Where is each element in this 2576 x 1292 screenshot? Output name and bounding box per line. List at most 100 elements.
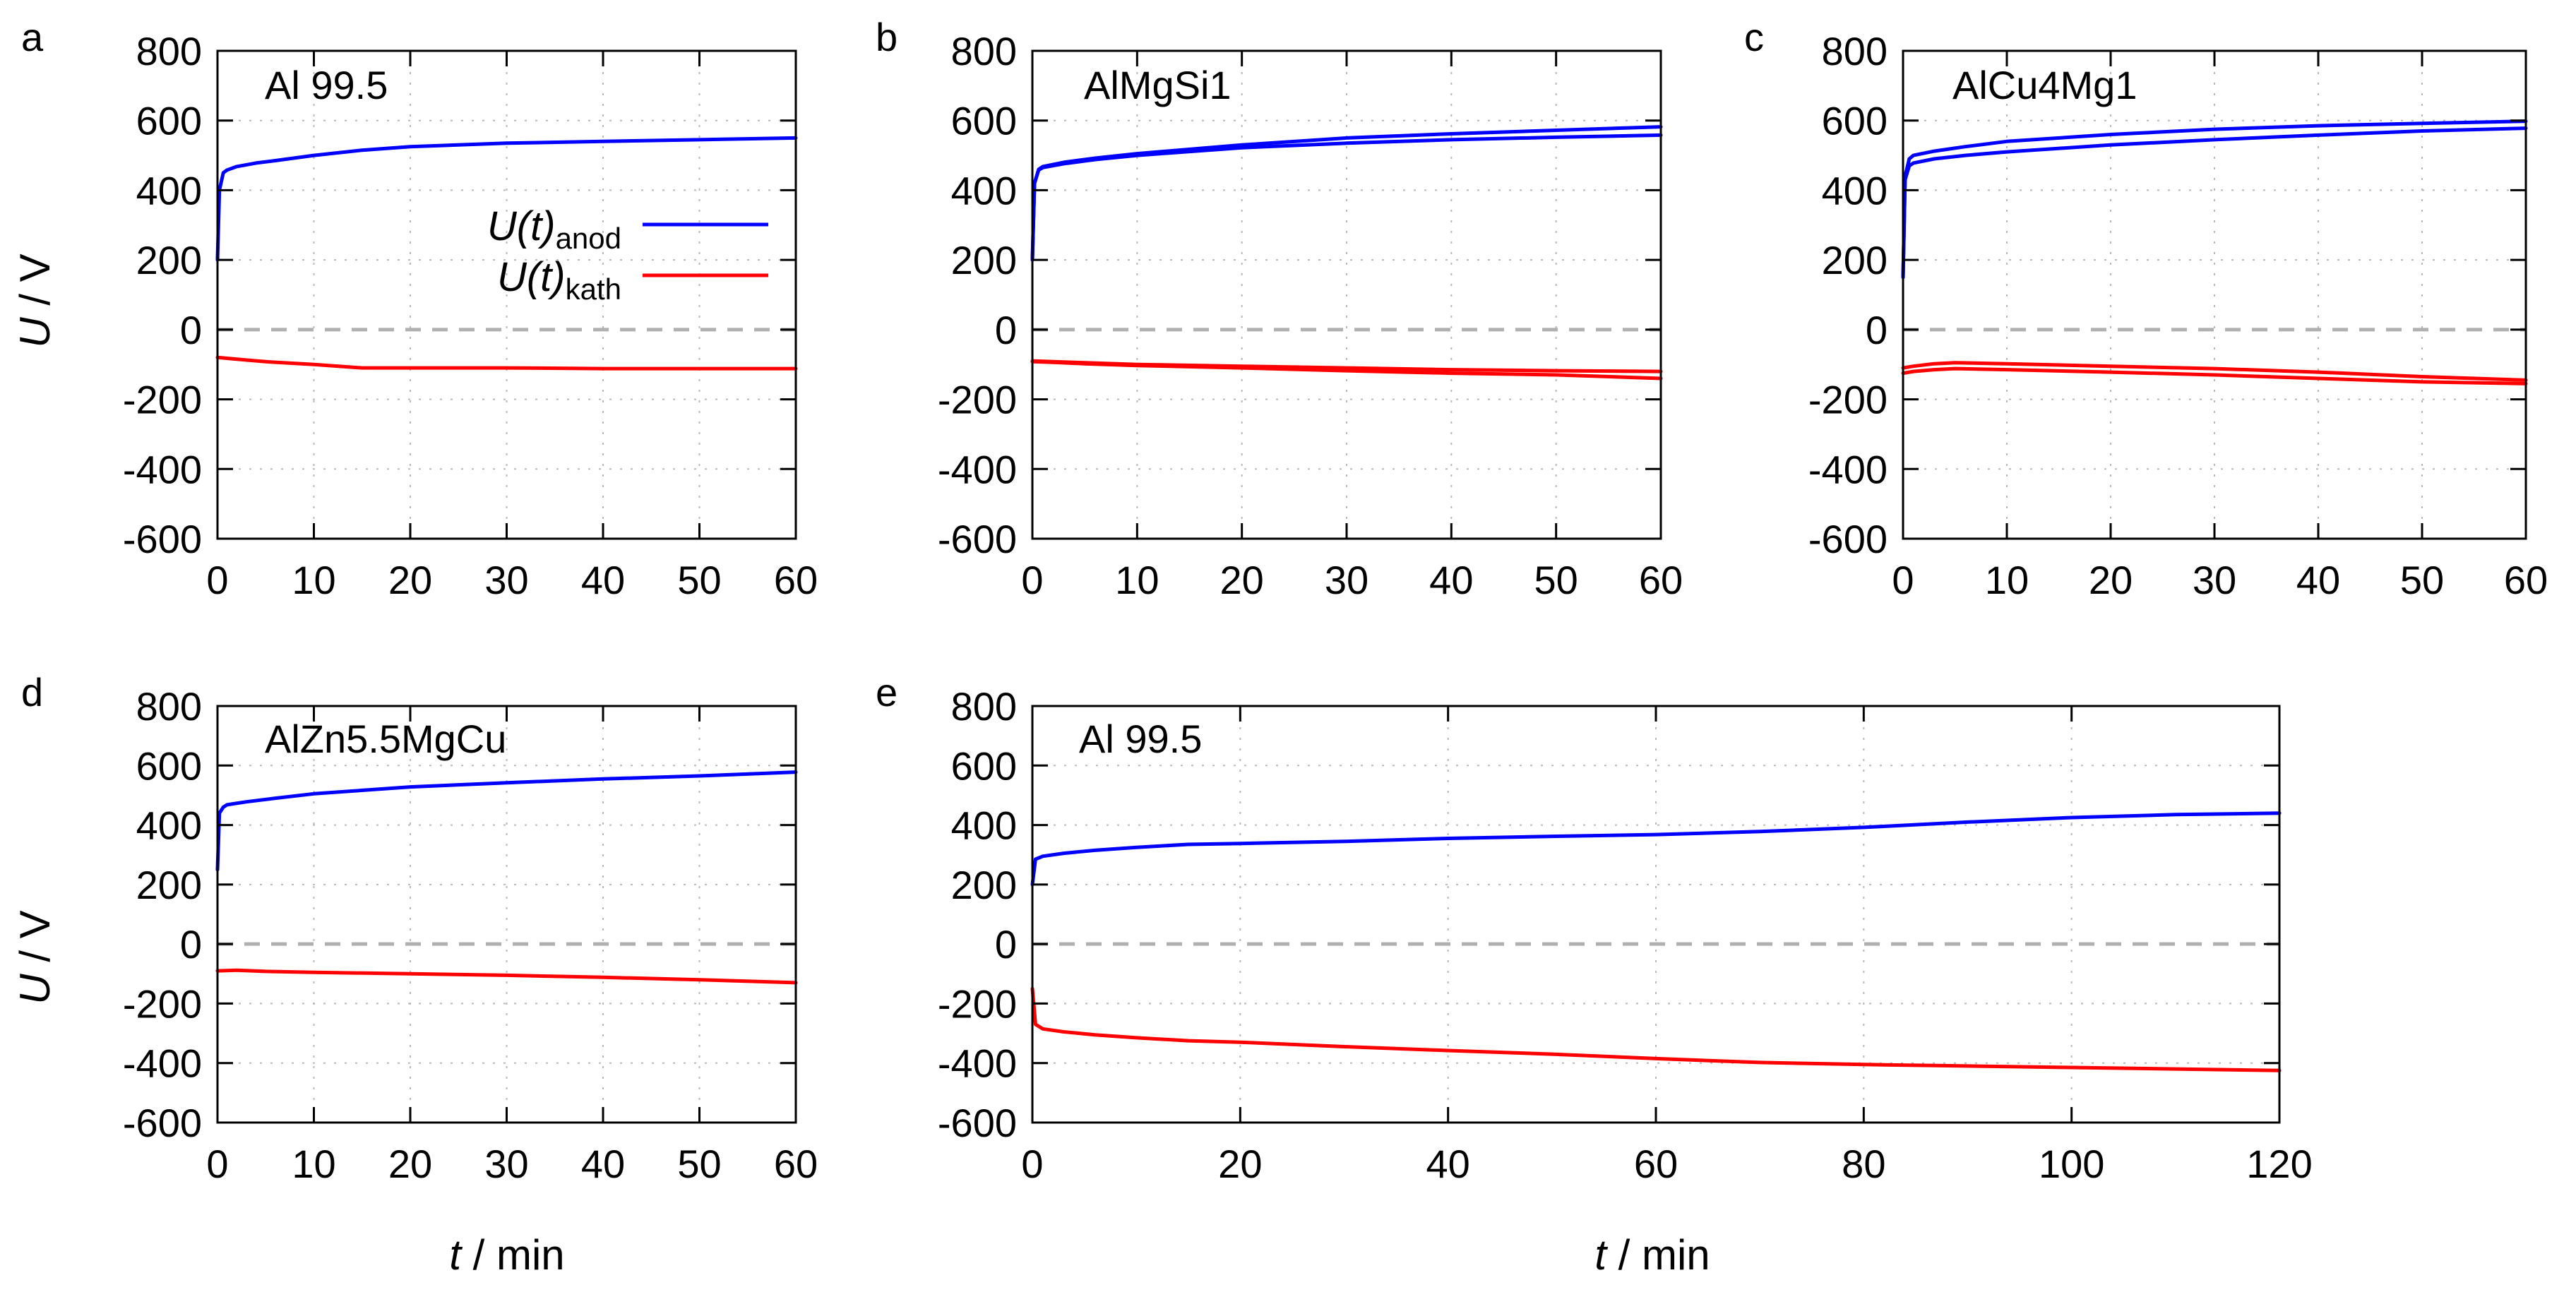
panel-d-x-tick-label-60: 60 — [774, 1142, 818, 1186]
panel-e-x-axis-label: t / min — [1594, 1231, 1710, 1279]
panel-d-y-tick-label--600: -600 — [123, 1101, 202, 1145]
panel-a-y-tick-label--600: -600 — [123, 517, 202, 561]
panel-a-y-tick-label--400: -400 — [123, 447, 202, 491]
panel-b-x-tick-label-50: 50 — [1534, 558, 1578, 602]
panel-e-series-line-1 — [1030, 986, 2282, 1072]
panel-c-x-tick-label-0: 0 — [1892, 558, 1914, 602]
panel-a-x-tick-label-20: 20 — [388, 558, 432, 602]
panel-d-x-tick-label-0: 0 — [206, 1142, 228, 1186]
panel-d-series — [215, 770, 798, 985]
panel-b-x-tick-label-60: 60 — [1639, 558, 1683, 602]
panel-e-x-tick-label-80: 80 — [1842, 1142, 1885, 1186]
y-axis-label-unit: / V — [11, 253, 59, 317]
panel-b-y-tick-label-800: 800 — [951, 29, 1017, 73]
panel-a-y-tick-label-200: 200 — [136, 238, 202, 282]
panel-d-x-tick-label-50: 50 — [677, 1142, 721, 1186]
panel-c-series-line-0 — [1901, 119, 2528, 280]
panel-e-x-tick-label-60: 60 — [1634, 1142, 1678, 1186]
panel-e-x-tick-label-100: 100 — [2039, 1142, 2104, 1186]
panel-a-title: Al 99.5 — [265, 63, 388, 107]
panel-b-y-tick-label--600: -600 — [938, 517, 1017, 561]
panel-b-y-tick-label-400: 400 — [951, 168, 1017, 213]
y-axis-label-symbol: U — [11, 317, 59, 348]
panel-c-y-tick-label-800: 800 — [1822, 29, 1888, 73]
panel-c: 0 10 20 30 40 50 60 -600 -400 -200 0 200 400 600 800 c… — [1744, 15, 2548, 602]
panel-b-series — [1030, 125, 1663, 381]
panel-a-series-line-1 — [215, 355, 798, 371]
panel-a-y-tick-label--200: -200 — [123, 378, 202, 422]
panel-a-y-tick-label-400: 400 — [136, 168, 202, 213]
panel-d-letter: d — [21, 670, 43, 714]
panel-c-x-tick-label-20: 20 — [2089, 558, 2133, 602]
panel-e-y-tick-label--400: -400 — [938, 1041, 1017, 1086]
panel-a-letter: a — [21, 15, 44, 59]
panel-d-series-line-1 — [215, 968, 798, 985]
panel-a-series — [215, 136, 798, 371]
panel-a-x-tick-label-10: 10 — [292, 558, 335, 602]
panel-e-x-tick-label-120: 120 — [2246, 1142, 2312, 1186]
panel-c-y-tick-label--200: -200 — [1808, 378, 1888, 422]
panel-c-title: AlCu4Mg1 — [1952, 63, 2137, 107]
panel-a-x-tick-label-40: 40 — [581, 558, 625, 602]
panel-b: 0 10 20 30 40 50 60 -600 -400 -200 0 200 400 600 800 b… — [876, 15, 1683, 602]
panel-c-series-line-2 — [1901, 361, 2528, 382]
panel-e-y-tick-label--200: -200 — [938, 981, 1017, 1026]
panel-c-y-tick-label-400: 400 — [1822, 168, 1888, 213]
panel-a-ticks: 0 10 20 30 40 50 60 -600 -400 -200 0 200 400 600 800 — [123, 29, 818, 602]
panel-c-series — [1901, 119, 2528, 385]
panel-d-y-tick-label--400: -400 — [123, 1041, 202, 1086]
panel-d-frame — [216, 705, 797, 1124]
panel-b-y-tick-label-0: 0 — [995, 308, 1017, 352]
panel-e-title: Al 99.5 — [1079, 717, 1202, 761]
legend-label-kath: U(t)kath — [497, 254, 621, 306]
panel-a-grid — [217, 51, 796, 539]
panel-a-series-line-0 — [215, 136, 798, 262]
panel-c-y-tick-label-0: 0 — [1866, 308, 1888, 352]
panel-c-ticks: 0 10 20 30 40 50 60 -600 -400 -200 0 200 400 600 800 — [1808, 29, 2548, 602]
panel-c-x-tick-label-30: 30 — [2193, 558, 2236, 602]
panel-a-x-tick-label-60: 60 — [774, 558, 818, 602]
panel-e-x-tick-label-40: 40 — [1426, 1142, 1470, 1186]
panel-e-grid — [1032, 706, 2279, 1123]
panel-a-x-tick-label-0: 0 — [206, 558, 228, 602]
panel-d-x-tick-label-10: 10 — [292, 1142, 335, 1186]
panel-d-ticks: 0 10 20 30 40 50 60 -600 -400 -200 0 200 400 600 800 — [123, 684, 818, 1186]
panel-c-y-tick-label-200: 200 — [1822, 238, 1888, 282]
panel-b-x-tick-label-40: 40 — [1429, 558, 1473, 602]
panel-b-y-tick-label--400: -400 — [938, 447, 1017, 491]
panel-b-series-line-1 — [1030, 133, 1663, 262]
panel-e-x-tick-label-20: 20 — [1218, 1142, 1262, 1186]
panel-c-grid — [1903, 51, 2526, 539]
panel-a-y-axis-label: U / V — [11, 253, 59, 347]
panel-a-x-tick-label-30: 30 — [484, 558, 528, 602]
panel-d-title: AlZn5.5MgCu — [265, 717, 506, 761]
panel-c-letter: c — [1744, 15, 1764, 59]
panel-b-x-tick-label-0: 0 — [1021, 558, 1043, 602]
panel-d-y-tick-label-200: 200 — [136, 863, 202, 907]
panel-c-x-tick-label-60: 60 — [2504, 558, 2548, 602]
panel-d-y-tick-label-600: 600 — [136, 743, 202, 788]
panel-b-series-line-3 — [1030, 359, 1663, 381]
panel-b-x-tick-label-30: 30 — [1325, 558, 1368, 602]
panel-a-y-tick-label-0: 0 — [180, 308, 202, 352]
panel-d-series-line-0 — [215, 770, 798, 872]
panel-d-x-tick-label-30: 30 — [484, 1142, 528, 1186]
panel-e-x-tick-label-0: 0 — [1021, 1142, 1043, 1186]
panel-b-x-tick-label-10: 10 — [1115, 558, 1159, 602]
panel-b-grid — [1032, 51, 1661, 539]
panel-b-letter: b — [876, 15, 898, 59]
panel-e-y-tick-label-400: 400 — [951, 803, 1017, 848]
panel-c-series-line-3 — [1901, 366, 2528, 385]
panel-d-x-axis-label: t / min — [449, 1231, 564, 1279]
panel-d-grid — [217, 706, 796, 1123]
panel-a-x-tick-label-50: 50 — [677, 558, 721, 602]
legend: U(t)anod U(t)kath — [487, 203, 768, 306]
panel-b-x-tick-label-20: 20 — [1220, 558, 1264, 602]
panel-e-y-tick-label-600: 600 — [951, 743, 1017, 788]
panel-d-y-axis-label: U / V — [11, 910, 59, 1004]
panel-b-y-tick-label-200: 200 — [951, 238, 1017, 282]
panel-d-x-tick-label-20: 20 — [388, 1142, 432, 1186]
panel-e-series — [1030, 811, 2282, 1072]
panel-e-series-line-0 — [1030, 811, 2282, 887]
